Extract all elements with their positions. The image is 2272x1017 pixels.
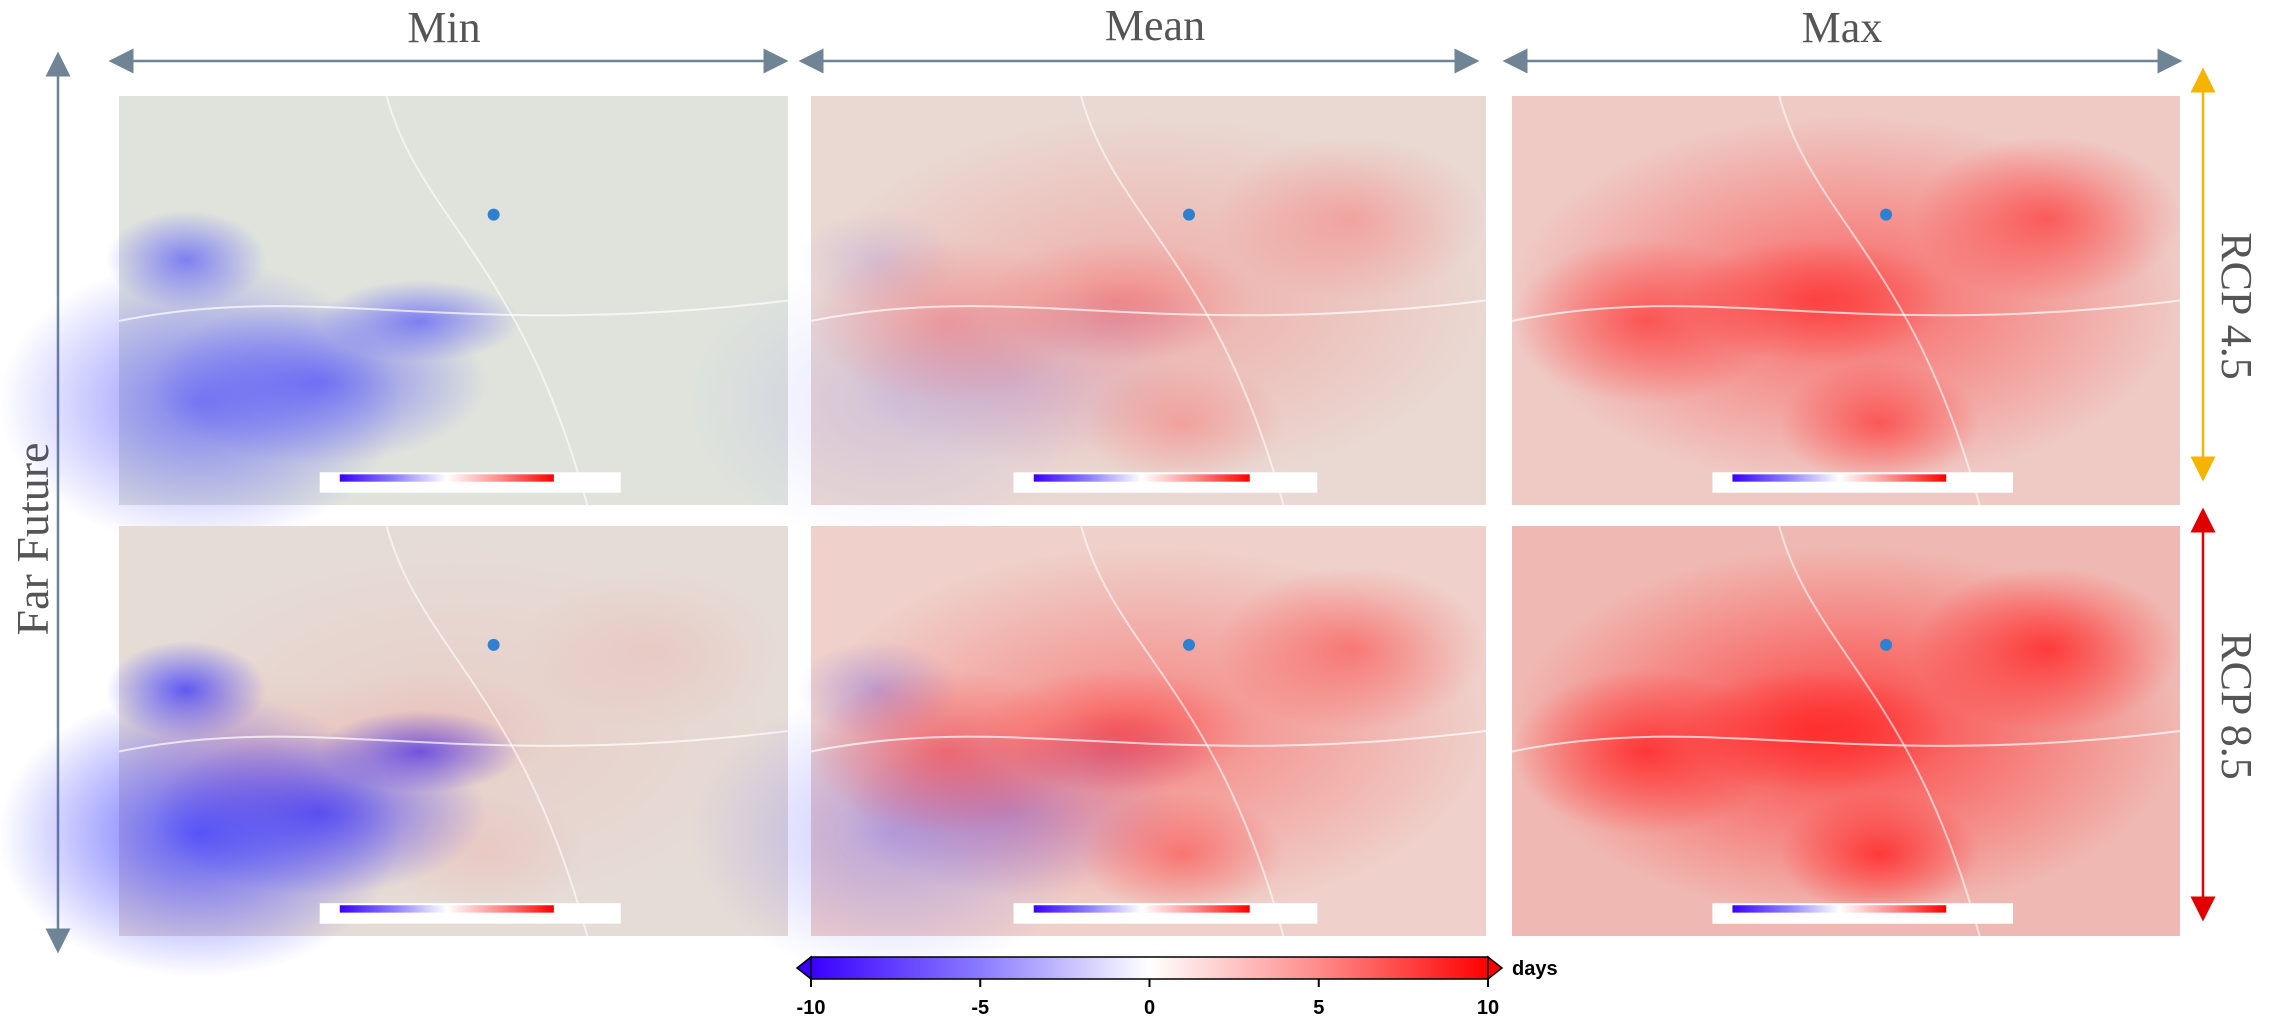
map-panel bbox=[0, 96, 788, 546]
colorbar-tick-label: 10 bbox=[1477, 997, 1499, 1017]
colorbar-tick-label: 5 bbox=[1313, 997, 1324, 1017]
map-shading bbox=[1081, 362, 1284, 485]
colorbar-tick-label: -5 bbox=[971, 997, 989, 1017]
map-shading bbox=[106, 211, 267, 309]
map-panel bbox=[1512, 96, 2180, 505]
colorbar-scale bbox=[811, 957, 1488, 979]
map-legend-bar bbox=[1732, 905, 1946, 912]
map-grid bbox=[0, 96, 2180, 977]
map-shading bbox=[520, 567, 788, 731]
map-legend-bar bbox=[1034, 905, 1250, 912]
map-shading bbox=[1216, 567, 1486, 731]
map-shading bbox=[980, 239, 1250, 362]
colorbar-tick-label: 0 bbox=[1144, 997, 1155, 1017]
map-marker bbox=[488, 639, 500, 651]
map-legend-bar bbox=[1732, 474, 1946, 481]
colorbar: days -10 -5 0 5 10 bbox=[797, 957, 1558, 1017]
map-shading bbox=[1779, 793, 1979, 916]
map-shading bbox=[1216, 137, 1486, 301]
map-panel bbox=[690, 96, 1487, 546]
map-marker bbox=[1880, 639, 1892, 651]
map-marker bbox=[488, 209, 500, 221]
column-label: Min bbox=[407, 3, 480, 52]
row-label: RCP 8.5 bbox=[2212, 632, 2261, 780]
figure: Min Mean Max Far Future RCP 4.5 RCP 8.5 … bbox=[0, 0, 2272, 1017]
map-shading bbox=[1913, 137, 2180, 301]
colorbar-unit: days bbox=[1512, 958, 1558, 980]
map-shading bbox=[320, 280, 521, 362]
map-panel bbox=[1512, 526, 2180, 936]
colorbar-extend bbox=[1488, 957, 1502, 979]
row-label: RCP 4.5 bbox=[2212, 232, 2261, 380]
map-shading bbox=[1913, 567, 2180, 731]
colorbar-tick-label: -10 bbox=[797, 997, 826, 1017]
map-legend-bar bbox=[1034, 474, 1250, 481]
map-shading bbox=[1779, 362, 1979, 485]
map-legend-bar bbox=[340, 905, 554, 912]
map-shading bbox=[1081, 793, 1284, 916]
map-shading bbox=[1679, 670, 1946, 793]
map-shading bbox=[387, 793, 588, 916]
map-panel bbox=[0, 526, 788, 977]
map-marker bbox=[1880, 209, 1892, 221]
column-label: Max bbox=[1802, 3, 1883, 52]
map-shading bbox=[1679, 239, 1946, 362]
map-shading bbox=[980, 670, 1250, 793]
map-legend-bar bbox=[340, 474, 554, 481]
map-marker bbox=[1183, 639, 1195, 651]
map-shading bbox=[286, 670, 554, 793]
map-panel bbox=[690, 526, 1487, 977]
column-label: Mean bbox=[1105, 1, 1205, 50]
map-marker bbox=[1183, 209, 1195, 221]
